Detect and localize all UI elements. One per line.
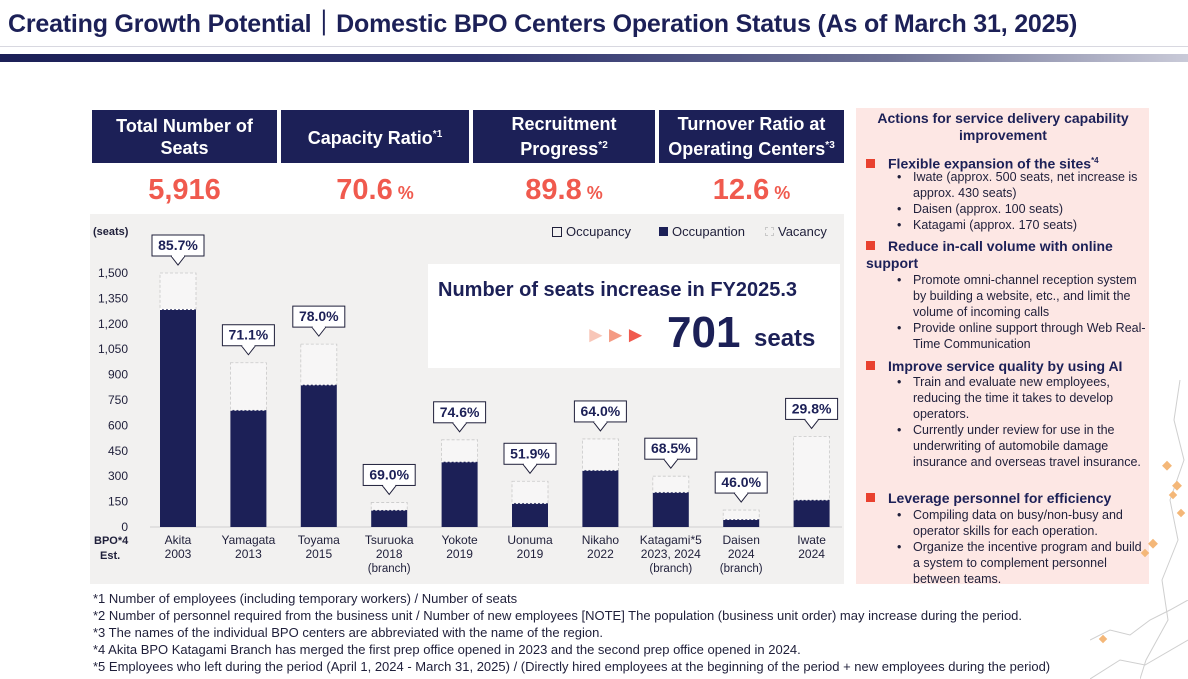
list-item: • Currently under review for use in the u…: [895, 422, 1147, 470]
kpi-number: 5,916: [148, 173, 221, 206]
footnote-1: *1 Number of employees (including tempor…: [93, 591, 518, 606]
triple-arrow-icon: ►►►: [585, 322, 646, 347]
list-item: • Provide online support through Web Real…: [895, 320, 1147, 352]
seat-increase-number: 701: [667, 308, 741, 357]
list-item-text: Iwate (approx. 500 seats, net increase i…: [913, 170, 1138, 200]
kpi-number: 70.6: [336, 173, 393, 206]
list-item-text: Provide online support through Web Real-…: [913, 321, 1146, 351]
kpi-value-capacity-ratio: 70.6%: [281, 170, 469, 210]
legend-label-occupation: Occupantion: [672, 224, 745, 239]
list-item-text: Promote omni-channel reception system by…: [913, 273, 1137, 319]
list-item: • Daisen (approx. 100 seats): [895, 201, 1147, 217]
bullet-dot-icon: •: [897, 508, 902, 522]
bullet-dot-icon: •: [897, 321, 902, 335]
list-item: • Promote omni-channel reception system b…: [895, 272, 1147, 320]
list-item: • Katagami (approx. 170 seats): [895, 217, 1147, 233]
actions-panel: [856, 108, 1149, 584]
list-item: • Organize the incentive program and buil…: [895, 539, 1147, 587]
footnote-2: *2 Number of personnel required from the…: [93, 608, 1023, 623]
kpi-unit: %: [586, 182, 603, 203]
section-title: Reduce in-call volume with online suppor…: [866, 238, 1113, 271]
legend-label-occupancy: Occupancy: [566, 224, 632, 239]
section-title: Improve service quality by using AI: [888, 358, 1123, 374]
kpi-header-capacity-ratio: Capacity Ratio*1: [281, 110, 469, 163]
kpi-header-turnover-ratio: Turnover Ratio at Operating Centers*3: [659, 110, 844, 163]
title-divider-bar: [0, 54, 1188, 62]
kpi-label-line1: Turnover Ratio at: [677, 114, 826, 134]
kpi-footnote-ref: *1: [432, 129, 443, 140]
square-bullet-icon: [866, 361, 875, 370]
list-item-text: Currently under review for use in the un…: [913, 423, 1141, 469]
square-bullet-icon: [866, 241, 875, 250]
actions-panel-title: Actions for service delivery capability i…: [862, 110, 1144, 144]
bullet-dot-icon: •: [897, 170, 902, 184]
seat-increase-title: Number of seats increase in FY2025.3: [438, 279, 798, 301]
page-title: Creating Growth Potential｜Domestic BPO C…: [8, 10, 1078, 38]
legend-label-vacancy: Vacancy: [778, 224, 827, 239]
footnote-3: *3 The names of the individual BPO cente…: [93, 625, 603, 640]
section-reduce-in-call: Reduce in-call volume with online suppor…: [866, 238, 1142, 272]
list-item-text: Organize the incentive program and build…: [913, 540, 1142, 586]
kpi-value-recruitment-progress: 89.8%: [473, 170, 655, 210]
section-title: Leverage personnel for efficiency: [888, 490, 1112, 506]
kpi-label-line1: Total Number of: [116, 115, 253, 136]
kpi-label-line2: Seats: [160, 137, 209, 158]
kpi-unit: %: [774, 182, 791, 203]
kpi-footnote-ref: *3: [825, 140, 835, 151]
kpi-unit: %: [397, 182, 414, 203]
kpi-number: 89.8: [525, 173, 582, 206]
legend-swatch-vacancy: [765, 227, 774, 236]
actions-title-line1: Actions for service delivery capability: [877, 110, 1129, 126]
square-bullet-icon: [866, 158, 875, 168]
kpi-label-line1: Recruitment: [511, 114, 617, 134]
legend-swatch-occupation: [659, 227, 668, 236]
bullet-dot-icon: •: [897, 218, 902, 232]
kpi-label-line2: Operating Centers: [668, 139, 826, 159]
section-leverage-personnel: Leverage personnel for efficiency: [866, 490, 1111, 507]
list-item: • Iwate (approx. 500 seats, net increase …: [895, 169, 1147, 201]
footnote-4: *4 Akita BPO Katagami Branch has merged …: [93, 642, 801, 657]
section-flexible-expansion: Flexible expansion of the sites*4: [866, 152, 1099, 173]
legend-occupancy: Occupancy: [552, 224, 631, 239]
list-item-text: Katagami (approx. 170 seats): [913, 218, 1077, 232]
kpi-value-turnover-ratio: 12.6%: [659, 170, 844, 210]
bullet-dot-icon: •: [897, 273, 902, 287]
list-item: • Compiling data on busy/non-busy and ope…: [895, 507, 1147, 539]
seat-increase-unit: seats: [754, 325, 816, 352]
kpi-number: 12.6: [712, 173, 770, 206]
legend-swatch-occupancy: [552, 226, 562, 237]
bullet-dot-icon: •: [897, 423, 902, 437]
map-outline-decoration: [1090, 600, 1188, 679]
square-bullet-icon: [866, 493, 875, 502]
list-item-text: Train and evaluate new employees, reduci…: [913, 375, 1114, 421]
kpi-value-total-seats: 5,916: [92, 170, 277, 210]
bullet-dot-icon: •: [897, 202, 902, 216]
kpi-header-total-seats: Total Number of Seats: [92, 110, 277, 163]
kpi-footnote-ref: *2: [598, 140, 608, 151]
list-item-text: Daisen (approx. 100 seats): [913, 202, 1064, 216]
title-divider-line: [0, 46, 1188, 47]
japan-map-decoration: [1140, 380, 1186, 679]
section-improve-quality-ai: Improve service quality by using AI: [866, 358, 1122, 375]
kpi-label-line2: Progress: [520, 139, 599, 159]
seat-increase-callout: [428, 264, 840, 368]
actions-title-line2: improvement: [959, 127, 1047, 143]
bullet-dot-icon: •: [897, 540, 902, 554]
footnote-5: *5 Employees who left during the period …: [93, 659, 1051, 674]
kpi-label-line1: Capacity Ratio: [307, 128, 433, 148]
legend-occupation: Occupantion: [659, 224, 745, 239]
list-item: • Train and evaluate new employees, reduc…: [895, 374, 1147, 422]
section-footnote-ref: *4: [1091, 156, 1099, 165]
legend-vacancy: Vacancy: [765, 224, 827, 239]
bullet-dot-icon: •: [897, 375, 902, 389]
y-axis-unit-label: (seats): [93, 226, 129, 238]
section-title: Flexible expansion of the sites: [888, 155, 1092, 172]
list-item-text: Compiling data on busy/non-busy and oper…: [913, 508, 1123, 538]
kpi-header-recruitment-progress: Recruitment Progress*2: [473, 110, 655, 163]
